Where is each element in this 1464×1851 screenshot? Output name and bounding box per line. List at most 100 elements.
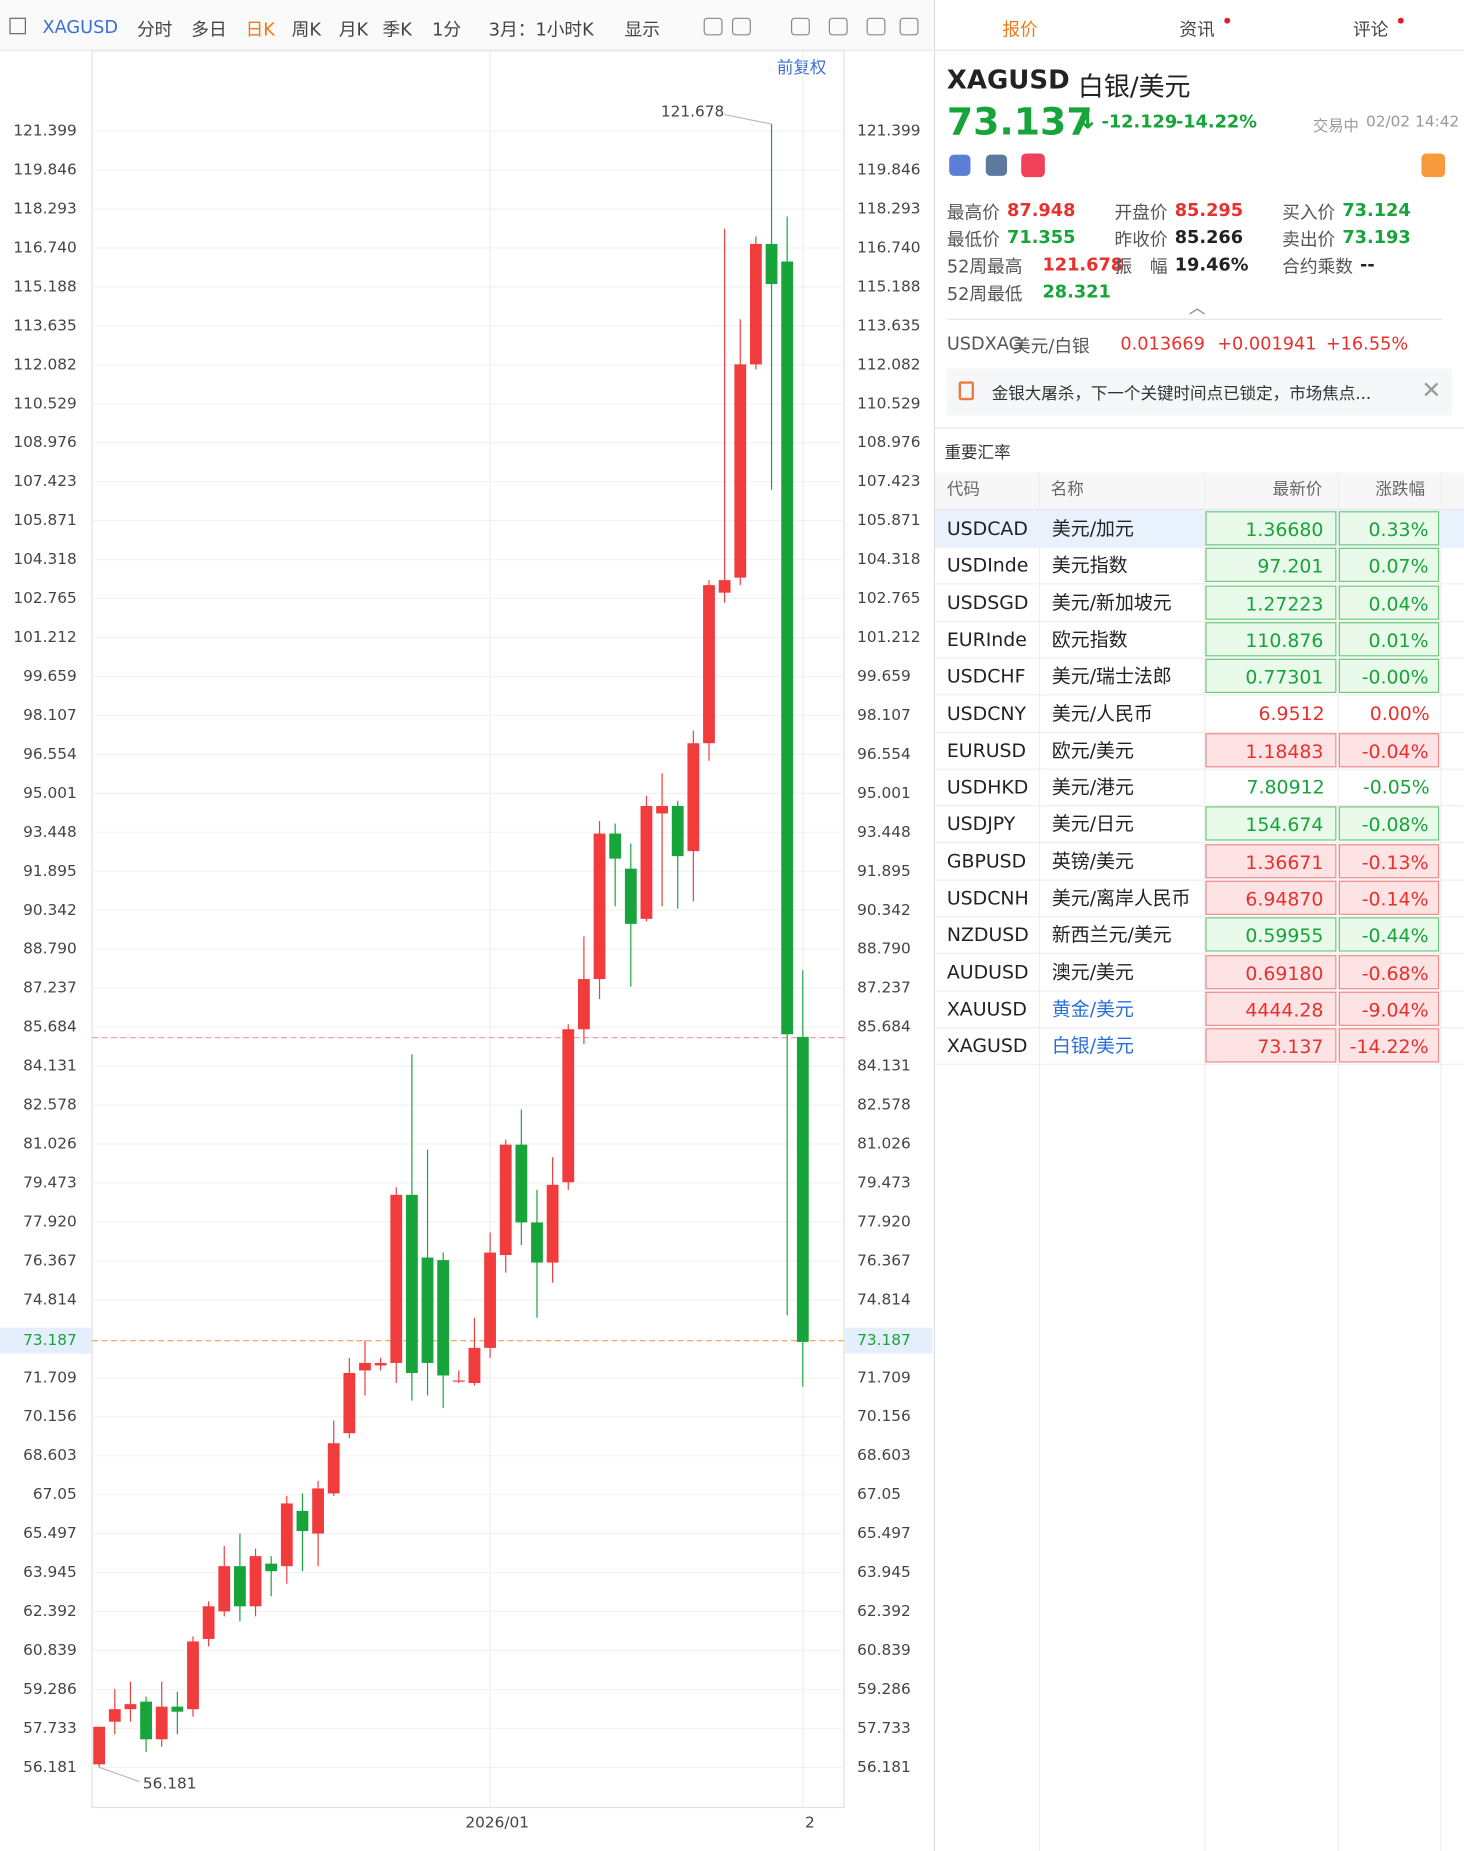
tool-icon[interactable] xyxy=(703,17,723,36)
y-tick-label: 71.709 xyxy=(23,1368,77,1386)
tab[interactable]: 资讯 xyxy=(1179,18,1215,41)
name-cell[interactable]: 美元/人民币 xyxy=(1051,701,1153,725)
toolbar-item[interactable]: 季K xyxy=(382,18,412,41)
code-cell[interactable]: USDInde xyxy=(946,554,1029,577)
tool-icon[interactable] xyxy=(828,17,848,36)
name-cell[interactable]: 黄金/美元 xyxy=(1051,997,1134,1020)
y-tick-label: 74.814 xyxy=(23,1290,77,1308)
toolbar-item[interactable]: 显示 xyxy=(624,18,660,41)
sidebar-icon[interactable] xyxy=(9,17,26,35)
candle-body xyxy=(265,1563,278,1572)
code-cell[interactable]: USDJPY xyxy=(946,812,1016,836)
name-cell[interactable]: 美元/加元 xyxy=(1051,517,1134,540)
row-rule xyxy=(935,657,1464,659)
code-cell[interactable]: USDCNY xyxy=(946,701,1027,725)
name-cell[interactable]: 新西兰元/美元 xyxy=(1051,923,1172,947)
tool-icon[interactable] xyxy=(731,17,751,36)
toolbar-item[interactable]: XAGUSD xyxy=(42,16,119,38)
y-tick-label: 70.156 xyxy=(857,1407,911,1425)
name-cell[interactable]: 英镑/美元 xyxy=(1051,849,1134,873)
y-tick-label: 102.765 xyxy=(13,589,76,607)
toolbar-item[interactable]: 3月：1小时K xyxy=(488,18,594,41)
toolbar-item[interactable]: 周K xyxy=(291,18,321,41)
y-tick-label: 118.293 xyxy=(857,199,920,217)
code-cell[interactable]: USDSGD xyxy=(946,591,1029,614)
name-cell[interactable]: 欧元/美元 xyxy=(1051,738,1134,762)
table-header-bg xyxy=(935,472,1464,511)
toolbar-item[interactable]: 日K xyxy=(245,18,275,41)
note-icon[interactable] xyxy=(985,154,1008,176)
toolbar-item[interactable]: 分时 xyxy=(136,18,173,41)
name-cell[interactable]: 澳元/美元 xyxy=(1051,960,1134,983)
stat-value: 87.948 xyxy=(1007,199,1076,221)
code-cell[interactable]: USDHKD xyxy=(946,775,1029,799)
code-cell[interactable]: USDCHF xyxy=(946,664,1026,688)
stat-value: 73.193 xyxy=(1342,226,1411,248)
toolbar-item[interactable]: 多日 xyxy=(191,18,227,41)
y-tick-label: 98.107 xyxy=(857,706,911,724)
y-tick-label: 93.448 xyxy=(857,823,911,841)
column-header[interactable]: 涨跌幅 xyxy=(1375,480,1425,500)
tab[interactable]: 评论 xyxy=(1352,18,1389,41)
news-bar[interactable]: 金银大屠杀，下一个关键时间点已锁定，市场焦点... ✕ xyxy=(946,368,1453,416)
code-cell[interactable]: USDCAD xyxy=(946,517,1028,540)
chart: 前复权 121.399 121.399 119.846 119.846 118.293 11… xyxy=(0,50,933,1831)
candle-body xyxy=(515,1144,528,1223)
y-tick-label: 59.286 xyxy=(857,1680,911,1698)
name-cell[interactable]: 美元/港元 xyxy=(1051,775,1134,799)
tool-icon[interactable] xyxy=(866,17,886,36)
price-cell: 97.201 xyxy=(1205,548,1337,583)
name-cell[interactable]: 欧元指数 xyxy=(1051,627,1128,651)
change-cell: 0.04% xyxy=(1338,585,1440,620)
tool-icon[interactable] xyxy=(791,17,810,36)
y-tick-label: 91.895 xyxy=(23,862,77,880)
y-tick-label: 68.603 xyxy=(23,1446,77,1464)
code-cell[interactable]: XAUUSD xyxy=(946,997,1027,1020)
candle-body xyxy=(359,1362,371,1371)
code-cell[interactable]: XAGUSD xyxy=(946,1034,1028,1057)
toolbar-item[interactable]: 月K xyxy=(338,18,369,41)
candle-body xyxy=(593,833,606,980)
column-header[interactable]: 代码 xyxy=(946,480,980,500)
row-rule xyxy=(935,916,1464,918)
name-cell[interactable]: 美元/新加坡元 xyxy=(1051,591,1172,614)
name-cell[interactable]: 美元/瑞士法郎 xyxy=(1051,664,1172,688)
close-news[interactable]: ✕ xyxy=(1421,375,1442,404)
alert-icon[interactable] xyxy=(1421,153,1446,178)
code-cell[interactable]: NZDUSD xyxy=(946,923,1029,947)
globe-icon[interactable] xyxy=(949,154,971,176)
candle-body xyxy=(218,1566,231,1612)
name-cell[interactable]: 白银/美元 xyxy=(1051,1034,1134,1057)
column-header[interactable]: 最新价 xyxy=(1272,480,1323,500)
collapse[interactable]: ︿ xyxy=(1188,298,1206,318)
code-cell[interactable]: USDCNH xyxy=(946,886,1029,910)
column-header[interactable]: 名称 xyxy=(1050,480,1084,500)
y-tick-label: 81.026 xyxy=(857,1135,911,1153)
tab[interactable]: 报价 xyxy=(1002,18,1038,41)
name-cell[interactable]: 美元/离岸人民币 xyxy=(1051,886,1191,910)
y-tick-label: 56.181 xyxy=(857,1758,911,1776)
name-cell[interactable]: 美元/日元 xyxy=(1051,812,1134,836)
candle-body xyxy=(562,1029,575,1183)
current-price-label: 73.187 xyxy=(23,1331,77,1349)
name-cell[interactable]: 美元指数 xyxy=(1051,554,1128,577)
code-cell[interactable]: AUDUSD xyxy=(946,960,1029,983)
row-rule xyxy=(935,842,1464,844)
code-cell[interactable]: EURUSD xyxy=(946,738,1027,762)
y-tick-label: 113.635 xyxy=(13,316,76,334)
tool-icon[interactable] xyxy=(899,17,919,36)
toolbar-item[interactable]: 1分 xyxy=(432,18,462,41)
favorite-icon[interactable] xyxy=(1021,153,1045,178)
change-cell: -0.44% xyxy=(1338,917,1440,952)
change-cell: 0.01% xyxy=(1338,622,1440,657)
code-cell[interactable]: EURInde xyxy=(946,627,1027,651)
x-tick-label: 2 xyxy=(805,1813,815,1831)
candle-body xyxy=(749,243,762,365)
code-cell[interactable]: GBPUSD xyxy=(946,849,1027,873)
candle-body xyxy=(609,833,622,859)
row-rule xyxy=(935,583,1464,585)
candle-body xyxy=(405,1194,418,1373)
y-tick-label: 105.871 xyxy=(857,511,920,529)
symbol-name: 白银/美元 xyxy=(1077,73,1191,103)
y-tick-label: 96.554 xyxy=(23,745,77,763)
